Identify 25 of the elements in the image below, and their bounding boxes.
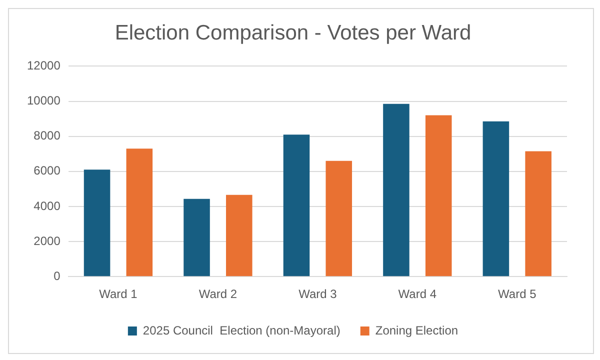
y-tick-label: 8000 <box>34 128 61 143</box>
bar <box>482 121 510 276</box>
legend-label: Zoning Election <box>375 323 458 338</box>
y-tick-label: 10000 <box>26 94 61 108</box>
y-tick-label: 0 <box>54 268 61 283</box>
bar <box>525 151 552 276</box>
bar <box>226 194 252 276</box>
bar <box>383 104 410 276</box>
y-tick-label: 12000 <box>26 58 61 73</box>
chart-title: Election Comparison - Votes per Ward <box>114 21 472 44</box>
bar <box>126 148 153 276</box>
bar <box>84 170 110 276</box>
x-tick-label: Ward 1 <box>99 287 138 302</box>
x-tick-label: Ward 3 <box>298 287 338 302</box>
legend-label: 2025 Council Election (non-Mayoral) <box>142 323 340 338</box>
bar <box>283 134 310 276</box>
bar <box>425 115 452 276</box>
y-tick-label: 2000 <box>34 234 61 248</box>
x-tick-label: Ward 2 <box>198 287 238 302</box>
x-tick-label: Ward 4 <box>398 287 437 302</box>
bar <box>184 198 210 276</box>
x-tick-label: Ward 5 <box>498 287 537 302</box>
bar <box>326 160 352 276</box>
y-tick-label: 6000 <box>34 164 61 178</box>
y-tick-label: 4000 <box>34 198 61 213</box>
